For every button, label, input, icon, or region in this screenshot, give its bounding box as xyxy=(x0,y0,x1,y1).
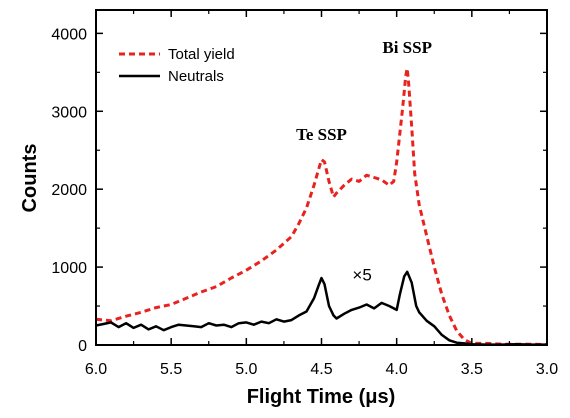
x-tick-label: 3.5 xyxy=(461,361,483,378)
x-tick-label: 4.5 xyxy=(310,361,332,378)
y-tick-label: 3000 xyxy=(51,104,87,121)
series-line-neutrals xyxy=(95,270,547,346)
x-tick-label: 5.5 xyxy=(160,361,182,378)
legend: Total yield Neutrals xyxy=(119,46,235,85)
x-tick-label: 4.0 xyxy=(386,361,408,378)
series-line-total-yield xyxy=(95,66,548,347)
y-tick-label: 4000 xyxy=(51,26,87,43)
x-tick-label: 5.0 xyxy=(235,361,257,378)
y-axis-title: Counts xyxy=(19,144,41,213)
y-tick-label: 0 xyxy=(78,338,87,355)
y-tick-label: 2000 xyxy=(51,182,87,199)
legend-label-total-yield: Total yield xyxy=(168,46,235,63)
annotation-5: ×5 xyxy=(352,265,371,284)
annotation-bi-ssp: Bi SSP xyxy=(382,38,432,57)
x-tick-label: 6.0 xyxy=(85,361,107,378)
annotation-te-ssp: Te SSP xyxy=(296,125,347,144)
y-tick-label: 1000 xyxy=(51,260,87,277)
x-axis-title: Flight Time (μs) xyxy=(247,386,396,408)
legend-label-neutrals: Neutrals xyxy=(168,68,224,85)
x-tick-label: 3.0 xyxy=(536,361,558,378)
plot-frame xyxy=(95,9,548,346)
